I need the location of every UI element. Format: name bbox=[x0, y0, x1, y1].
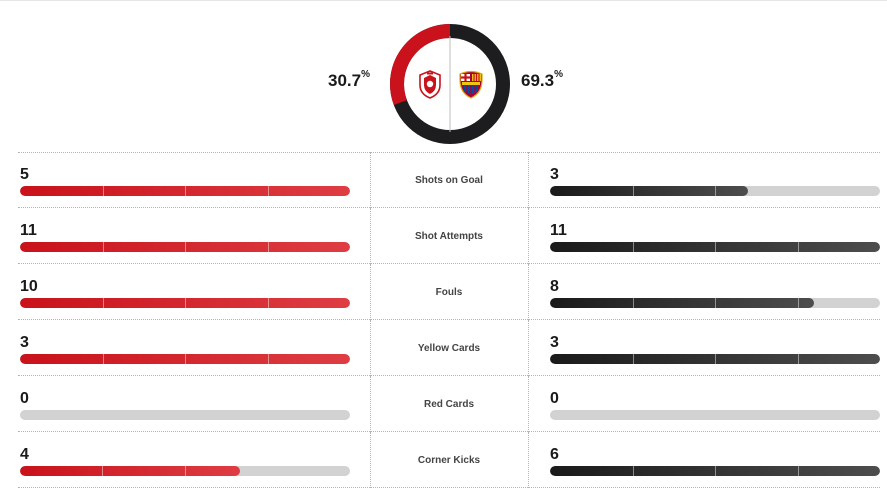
away-possession: 69.3% bbox=[521, 69, 563, 91]
home-possession: 30.7% bbox=[328, 69, 370, 91]
home-stat-fill bbox=[20, 354, 350, 364]
home-stat-value: 5 bbox=[20, 166, 29, 183]
bar-segment-tick bbox=[632, 298, 634, 308]
away-stat-fill bbox=[550, 242, 880, 252]
barcelona-crest-icon bbox=[459, 70, 483, 99]
away-stat-bar bbox=[550, 298, 880, 308]
bar-segment-tick bbox=[185, 242, 186, 252]
bar-segment-tick bbox=[715, 354, 716, 364]
stat-row-fouls: 10 Fouls 8 bbox=[18, 264, 880, 320]
away-stat-value: 6 bbox=[550, 446, 559, 463]
stat-row-yellow-cards: 3 Yellow Cards 3 bbox=[18, 320, 880, 376]
stat-label: Yellow Cards bbox=[417, 343, 481, 354]
home-stat-value: 11 bbox=[20, 222, 37, 239]
away-stat-value: 0 bbox=[550, 390, 559, 407]
possession-donut bbox=[390, 24, 510, 144]
column-divider bbox=[370, 264, 371, 320]
bar-segment-tick bbox=[102, 466, 104, 476]
column-divider bbox=[528, 208, 529, 264]
bar-segment-tick bbox=[267, 354, 269, 364]
home-stat-fill bbox=[20, 298, 350, 308]
away-stat-bar bbox=[550, 242, 880, 252]
bar-segment-tick bbox=[632, 466, 634, 476]
bar-segment-tick bbox=[715, 466, 716, 476]
possession-ring-home bbox=[390, 24, 451, 106]
home-stat-bar bbox=[20, 466, 350, 476]
home-stat-fill bbox=[20, 242, 350, 252]
stat-row-corner-kicks: 4 Corner Kicks 6 bbox=[18, 432, 880, 488]
column-divider bbox=[370, 432, 371, 488]
home-stat-value: 0 bbox=[20, 390, 29, 407]
stat-row-shots-on-goal: 5 Shots on Goal 3 bbox=[18, 152, 880, 208]
away-stat-value: 8 bbox=[550, 278, 559, 295]
stat-row-red-cards: 0 Red Cards 0 bbox=[18, 376, 880, 432]
bar-segment-tick bbox=[797, 298, 799, 308]
away-stat-fill bbox=[550, 298, 814, 308]
bar-segment-tick bbox=[632, 242, 634, 252]
bar-segment-tick bbox=[267, 242, 269, 252]
home-stat-value: 3 bbox=[20, 334, 29, 351]
away-stat-fill bbox=[550, 466, 880, 476]
top-divider bbox=[0, 0, 887, 1]
stats-table: 5 Shots on Goal 3 11 Shot Attempts 11 10… bbox=[18, 152, 880, 488]
bar-segment-tick bbox=[267, 186, 269, 196]
column-divider bbox=[528, 376, 529, 432]
column-divider bbox=[370, 320, 371, 376]
away-stat-value: 3 bbox=[550, 334, 559, 351]
away-stat-value: 11 bbox=[550, 222, 567, 239]
away-stat-value: 3 bbox=[550, 166, 559, 183]
bar-segment-tick bbox=[102, 354, 104, 364]
bar-segment-tick bbox=[797, 242, 799, 252]
bar-segment-tick bbox=[797, 354, 799, 364]
away-stat-fill bbox=[550, 354, 880, 364]
bar-segment-tick bbox=[185, 298, 186, 308]
column-divider bbox=[528, 264, 529, 320]
away-stat-bar bbox=[550, 410, 880, 420]
column-divider bbox=[370, 152, 371, 208]
bar-segment-tick bbox=[632, 186, 634, 196]
home-possession-unit: % bbox=[361, 69, 370, 81]
home-possession-value: 30.7 bbox=[328, 71, 362, 90]
home-stat-value: 4 bbox=[20, 446, 29, 463]
bar-segment-tick bbox=[715, 298, 716, 308]
stat-label: Shot Attempts bbox=[415, 231, 483, 242]
bar-segment-tick bbox=[185, 354, 186, 364]
stat-label: Fouls bbox=[435, 287, 463, 298]
home-stat-fill bbox=[20, 466, 241, 476]
column-divider bbox=[370, 376, 371, 432]
stat-row-shot-attempts: 11 Shot Attempts 11 bbox=[18, 208, 880, 264]
column-divider bbox=[370, 208, 371, 264]
bar-segment-tick bbox=[185, 186, 186, 196]
bar-segment-tick bbox=[102, 186, 104, 196]
column-divider bbox=[528, 432, 529, 488]
away-stat-bar bbox=[550, 354, 880, 364]
stat-label: Shots on Goal bbox=[415, 175, 483, 186]
home-stat-bar bbox=[20, 298, 350, 308]
antwerp-crest-icon bbox=[419, 70, 441, 99]
away-possession-value: 69.3 bbox=[521, 71, 555, 90]
home-stat-bar bbox=[20, 354, 350, 364]
possession-widget: 30.7% 69.3% bbox=[0, 18, 887, 146]
home-stat-bar bbox=[20, 242, 350, 252]
stat-label: Corner Kicks bbox=[417, 455, 481, 466]
bar-segment-tick bbox=[632, 354, 634, 364]
home-stat-bar bbox=[20, 410, 350, 420]
away-stat-fill bbox=[550, 186, 748, 196]
column-divider bbox=[528, 320, 529, 376]
home-stat-value: 10 bbox=[20, 278, 38, 295]
bar-segment-tick bbox=[267, 298, 269, 308]
stat-label: Red Cards bbox=[423, 399, 474, 410]
bar-segment-tick bbox=[102, 242, 104, 252]
away-stat-bar bbox=[550, 466, 880, 476]
bar-segment-tick bbox=[102, 298, 104, 308]
home-stat-bar bbox=[20, 186, 350, 196]
column-divider bbox=[528, 152, 529, 208]
bar-segment-tick bbox=[184, 466, 186, 476]
away-stat-bar bbox=[550, 186, 880, 196]
bar-segment-tick bbox=[715, 186, 716, 196]
bar-segment-tick bbox=[797, 466, 799, 476]
bar-segment-tick bbox=[715, 242, 716, 252]
away-possession-unit: % bbox=[554, 69, 563, 81]
home-stat-fill bbox=[20, 186, 350, 196]
